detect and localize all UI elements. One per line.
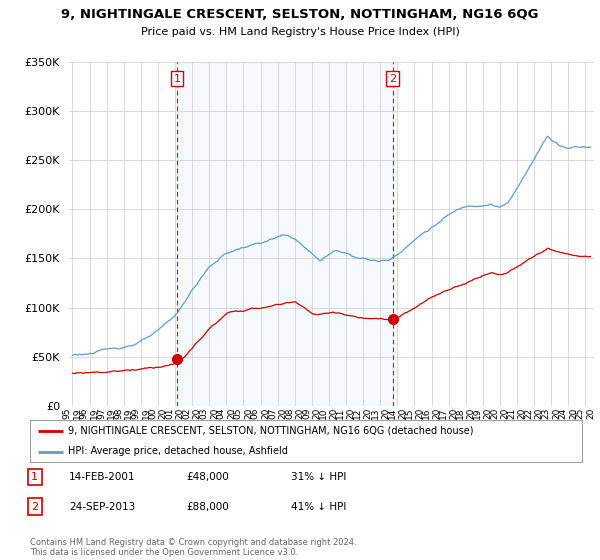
Text: 2: 2	[389, 74, 396, 83]
Text: 41% ↓ HPI: 41% ↓ HPI	[291, 502, 346, 512]
Text: £88,000: £88,000	[186, 502, 229, 512]
Text: 9, NIGHTINGALE CRESCENT, SELSTON, NOTTINGHAM, NG16 6QG (detached house): 9, NIGHTINGALE CRESCENT, SELSTON, NOTTIN…	[68, 426, 473, 436]
Text: Price paid vs. HM Land Registry's House Price Index (HPI): Price paid vs. HM Land Registry's House …	[140, 27, 460, 37]
Text: Contains HM Land Registry data © Crown copyright and database right 2024.
This d: Contains HM Land Registry data © Crown c…	[30, 538, 356, 557]
Text: 9, NIGHTINGALE CRESCENT, SELSTON, NOTTINGHAM, NG16 6QG: 9, NIGHTINGALE CRESCENT, SELSTON, NOTTIN…	[61, 8, 539, 21]
Text: HPI: Average price, detached house, Ashfield: HPI: Average price, detached house, Ashf…	[68, 446, 287, 456]
Text: 31% ↓ HPI: 31% ↓ HPI	[291, 472, 346, 482]
Bar	[177, 62, 393, 406]
Text: £48,000: £48,000	[186, 472, 229, 482]
Text: 2: 2	[31, 502, 38, 512]
Text: 24-SEP-2013: 24-SEP-2013	[69, 502, 135, 512]
Text: 1: 1	[173, 74, 181, 83]
Text: 1: 1	[31, 472, 38, 482]
Text: 14-FEB-2001: 14-FEB-2001	[69, 472, 136, 482]
